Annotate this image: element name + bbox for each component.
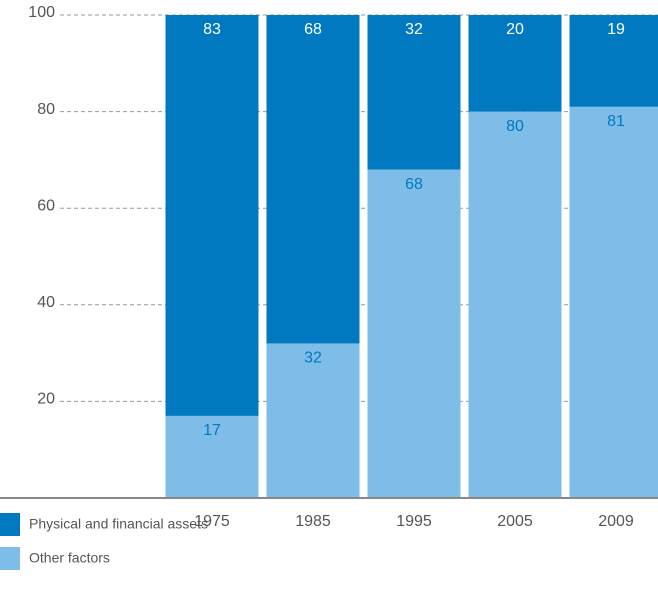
bar-segment <box>266 343 360 498</box>
legend-label: Other factors <box>29 550 110 566</box>
bar-segment <box>569 15 658 107</box>
y-tick-label: 40 <box>37 294 55 311</box>
value-label: 19 <box>607 21 625 38</box>
legend-swatch <box>0 513 20 536</box>
value-label: 80 <box>506 118 524 135</box>
x-tick-label: 1995 <box>396 513 432 530</box>
bar-segment <box>165 15 259 416</box>
y-tick-label: 80 <box>37 101 55 118</box>
value-label: 68 <box>405 176 423 193</box>
bar-segment <box>367 169 461 498</box>
bar-segment <box>367 15 461 170</box>
x-tick-label: 1975 <box>194 513 230 530</box>
value-label: 83 <box>203 21 221 38</box>
value-label: 68 <box>304 21 322 38</box>
bar-segment <box>468 15 562 112</box>
x-tick-label: 2005 <box>497 513 533 530</box>
bar-segment <box>569 106 658 499</box>
legend-label: Physical and financial assets <box>29 516 208 532</box>
x-tick-label: 1985 <box>295 513 331 530</box>
y-tick-label: 20 <box>37 391 55 408</box>
bar-segment <box>468 111 562 498</box>
value-label: 32 <box>405 21 423 38</box>
value-label: 32 <box>304 350 322 367</box>
bar-segment <box>165 415 259 498</box>
y-tick-label: 60 <box>37 197 55 214</box>
bar-segment <box>266 15 360 344</box>
legend-swatch <box>0 547 20 570</box>
value-label: 20 <box>506 21 524 38</box>
value-label: 17 <box>203 422 221 439</box>
value-label: 81 <box>607 113 625 130</box>
x-tick-label: 2009 <box>598 513 634 530</box>
y-tick-label: 100 <box>28 4 55 21</box>
